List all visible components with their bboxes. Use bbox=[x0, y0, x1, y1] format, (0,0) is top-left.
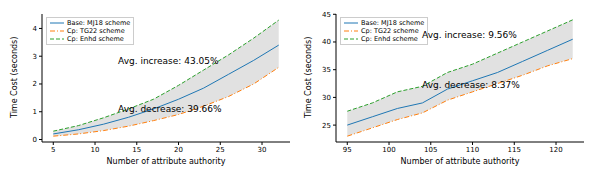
svg-text:100: 100 bbox=[382, 146, 395, 154]
svg-text:20: 20 bbox=[174, 146, 183, 154]
html-text:Cp: TG22 scheme: Cp: TG22 scheme bbox=[361, 27, 419, 35]
svg-text:120: 120 bbox=[549, 146, 562, 154]
html-text:Base: MJ18 scheme: Base: MJ18 scheme bbox=[67, 19, 131, 27]
html-text:Cp: Enhd scheme: Cp: Enhd scheme bbox=[361, 35, 418, 43]
svg-text:Number of attribute authority: Number of attribute authority bbox=[107, 157, 226, 166]
html-text:Base: MJ18 scheme: Base: MJ18 scheme bbox=[361, 19, 425, 27]
svg-text:3: 3 bbox=[33, 53, 37, 61]
svg-text:45: 45 bbox=[322, 11, 331, 19]
svg-text:40: 40 bbox=[322, 38, 331, 46]
svg-text:25: 25 bbox=[322, 122, 331, 130]
svg-text:95: 95 bbox=[343, 146, 352, 154]
svg-text:4: 4 bbox=[33, 25, 38, 33]
svg-text:1: 1 bbox=[33, 108, 37, 116]
svg-text:30: 30 bbox=[258, 146, 267, 154]
svg-text:110: 110 bbox=[466, 146, 479, 154]
svg-text:Number of attribute authority: Number of attribute authority bbox=[401, 157, 520, 166]
svg-text:115: 115 bbox=[508, 146, 521, 154]
svg-text:30: 30 bbox=[322, 94, 331, 102]
svg-text:2: 2 bbox=[33, 80, 37, 88]
svg-text:105: 105 bbox=[424, 146, 437, 154]
svg-text:35: 35 bbox=[322, 66, 331, 74]
svg-text:Time Cost (seconds): Time Cost (seconds) bbox=[304, 37, 313, 119]
html-text:Cp: TG22 scheme: Cp: TG22 scheme bbox=[67, 27, 125, 35]
html-text:Cp: Enhd scheme: Cp: Enhd scheme bbox=[67, 35, 124, 43]
html-text:Avg. increase: 9.56%: Avg. increase: 9.56% bbox=[422, 30, 517, 40]
html-text:Avg. increase: 43.05%: Avg. increase: 43.05% bbox=[118, 56, 219, 66]
svg-text:Time Cost (seconds): Time Cost (seconds) bbox=[10, 37, 19, 119]
svg-text:25: 25 bbox=[216, 146, 225, 154]
svg-text:0: 0 bbox=[33, 136, 37, 144]
svg-text:10: 10 bbox=[91, 146, 100, 154]
svg-text:5: 5 bbox=[51, 146, 55, 154]
html-text:Avg. decrease: 39.66%: Avg. decrease: 39.66% bbox=[118, 104, 222, 114]
svg-text:15: 15 bbox=[132, 146, 141, 154]
html-text:Avg. decrease: 8.37%: Avg. decrease: 8.37% bbox=[422, 80, 520, 90]
